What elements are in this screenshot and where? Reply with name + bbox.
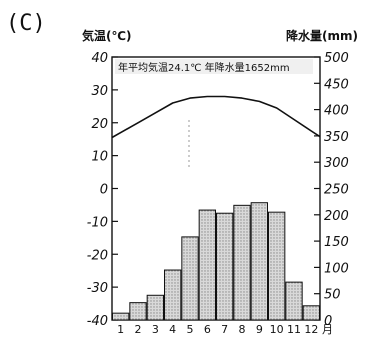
temperature-tick-label: 30: [91, 84, 108, 99]
precipitation-bar: [112, 312, 130, 321]
precipitation-axis-title: 降水量(mm): [286, 28, 358, 43]
month-label: 10: [270, 323, 284, 336]
temperature-tick-label: 20: [91, 117, 108, 132]
month-label: 3: [152, 323, 159, 336]
temperature-tick-label: -30: [87, 281, 108, 296]
month-label: 4: [169, 323, 176, 336]
month-label: 6: [204, 323, 211, 336]
month-unit-label: 月: [322, 323, 333, 336]
temperature-tick-label: -20: [87, 248, 108, 263]
temperature-ticks: 40 30 20 10 0 -10 -20 -30 -40: [87, 51, 118, 329]
precipitation-bar: [181, 236, 199, 321]
temperature-line: [111, 95, 321, 139]
precipitation-tick-label: 250: [324, 183, 349, 198]
precipitation-bar: [129, 302, 147, 321]
precipitation-bar: [198, 209, 217, 321]
precipitation-tick-label: 100: [324, 261, 349, 276]
precipitation-bar: [164, 269, 182, 321]
month-label: 1: [117, 323, 124, 336]
precipitation-bar: [146, 294, 165, 321]
temperature-tick-label: 0: [100, 183, 108, 198]
precipitation-bar: [302, 305, 320, 321]
month-label: 11: [287, 323, 301, 336]
panel-label: (C): [6, 11, 46, 36]
temperature-tick-label: -10: [87, 215, 108, 230]
precipitation-bar: [233, 204, 251, 321]
month-label: 2: [135, 323, 142, 336]
precipitation-bar: [285, 281, 303, 321]
precipitation-bar: [268, 211, 286, 321]
precipitation-tick-label: 50: [324, 288, 341, 303]
precipitation-tick-label: 400: [324, 104, 349, 119]
temperature-tick-label: 10: [91, 150, 108, 165]
month-label: 5: [187, 323, 194, 336]
month-label: 7: [221, 323, 228, 336]
precipitation-bar: [216, 212, 234, 321]
precipitation-bar: [250, 202, 269, 321]
chart-annotation: 年平均気温24.1℃ 年降水量1652mm: [118, 61, 290, 74]
precipitation-tick-label: 350: [324, 130, 349, 145]
month-label: 9: [256, 323, 263, 336]
precipitation-tick-label: 450: [324, 77, 349, 92]
temperature-axis-title: 気温(℃): [82, 28, 132, 43]
precipitation-tick-label: 0: [324, 314, 332, 329]
temperature-series: [111, 95, 321, 139]
precipitation-tick-label: 200: [324, 209, 349, 224]
temperature-tick-label: 40: [91, 51, 108, 66]
precipitation-tick-label: 300: [324, 156, 349, 171]
annotation-box: [115, 59, 313, 74]
precipitation-tick-label: 150: [324, 235, 349, 250]
temperature-tick-label: -40: [87, 314, 108, 329]
month-label: 12: [304, 323, 318, 336]
month-label: 8: [239, 323, 246, 336]
precipitation-tick-label: 500: [324, 51, 349, 66]
precipitation-bars: [112, 202, 320, 321]
month-labels: 1 2 3 4 5 6 7 8 9 10 11 12: [117, 323, 318, 336]
